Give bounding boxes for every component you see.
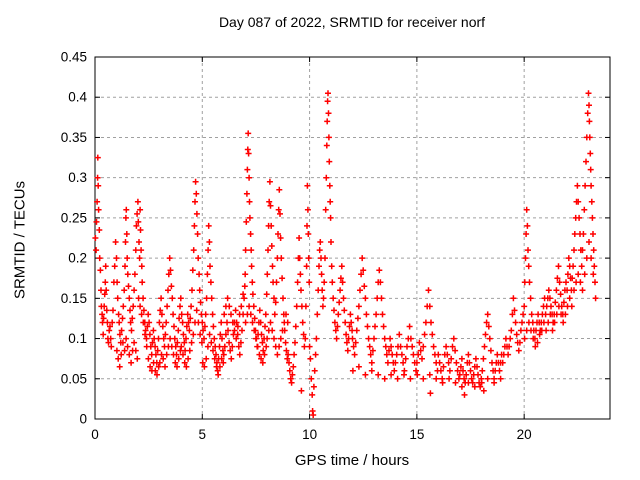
- chart-title: Day 087 of 2022, SRMTID for receiver nor…: [218, 14, 486, 30]
- y-tick-label: 0.1: [68, 331, 87, 346]
- x-axis-label: GPS time / hours: [294, 452, 410, 469]
- y-tick-label: 0: [79, 412, 87, 427]
- x-tick-label: 0: [91, 427, 99, 442]
- scatter-points: [92, 90, 599, 418]
- plot-border: [94, 56, 611, 420]
- y-tick-label: 0.35: [61, 130, 87, 145]
- y-tick-label: 0.4: [68, 90, 87, 105]
- x-tick-label: 5: [199, 427, 207, 442]
- x-tick-label: 20: [517, 427, 532, 442]
- y-tick-label: 0.2: [68, 251, 87, 266]
- x-tick-label: 15: [409, 427, 424, 442]
- x-tick-label: 10: [302, 427, 317, 442]
- y-tick-label: 0.05: [61, 371, 87, 386]
- y-tick-label: 0.25: [61, 210, 87, 225]
- y-axis-label: SRMTID / TECUs: [11, 180, 29, 300]
- y-tick-label: 0.45: [61, 50, 87, 65]
- y-tick-label: 0.3: [68, 170, 87, 185]
- y-tick-label: 0.15: [61, 291, 87, 306]
